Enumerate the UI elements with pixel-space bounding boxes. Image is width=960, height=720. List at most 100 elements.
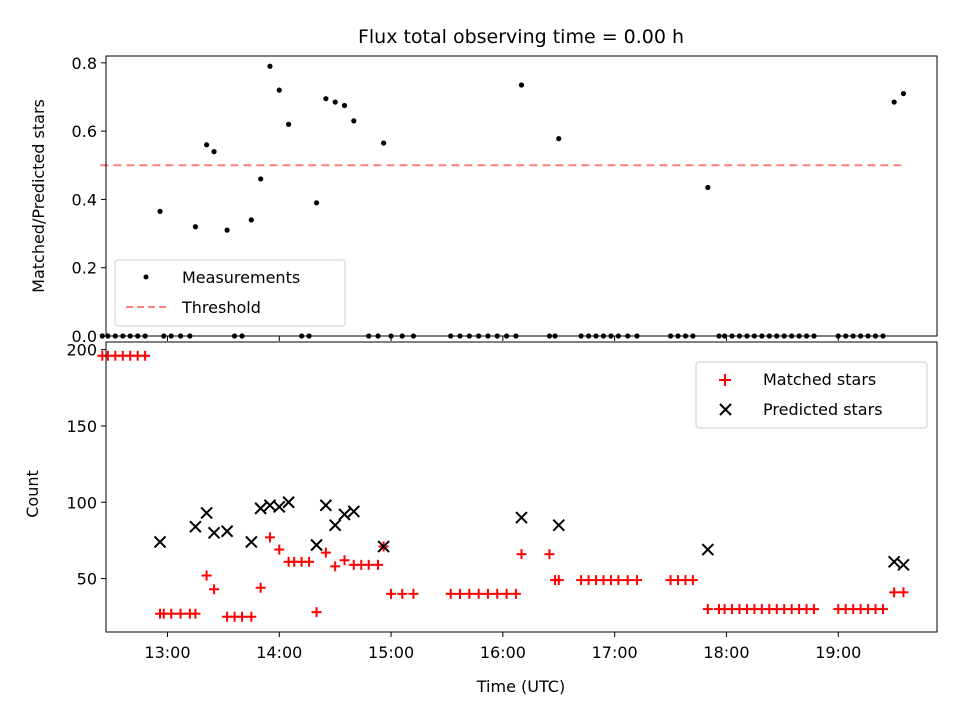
y-tick-label: 100 <box>66 493 97 512</box>
matched-star-point <box>339 555 350 566</box>
measurement-point <box>518 82 525 88</box>
measurement-point <box>267 63 273 69</box>
predicted-star-point <box>347 505 361 518</box>
matched-star-point <box>510 588 521 599</box>
matched-star-point <box>255 582 266 593</box>
x-tick-label: 19:00 <box>815 643 861 662</box>
y-tick-label: 0.6 <box>72 122 97 141</box>
measurement-point <box>285 121 292 127</box>
predicted-star-point <box>273 500 286 514</box>
predicted-star-point <box>245 535 258 549</box>
matched-star-point <box>330 561 341 572</box>
matched-star-point <box>201 570 212 581</box>
matched-star-point <box>473 588 484 599</box>
predicted-star-point <box>887 555 901 568</box>
x-tick-label: 16:00 <box>480 643 526 662</box>
y-tick-label: 200 <box>66 341 97 360</box>
legend-measurements-marker <box>143 274 149 280</box>
y-tick-label: 50 <box>77 570 97 589</box>
matched-star-point <box>320 547 331 558</box>
matched-star-point <box>166 608 177 619</box>
bottom-axes-frame <box>105 341 938 633</box>
matched-star-point <box>264 532 275 543</box>
measurement-point <box>192 224 199 230</box>
matched-star-point <box>501 588 512 599</box>
y-tick-label: 150 <box>66 417 97 436</box>
matched-star-point <box>889 587 900 598</box>
x-tick-label: 14:00 <box>256 643 302 662</box>
measurement-point <box>276 87 282 93</box>
matched-star-point <box>408 588 419 599</box>
bottom-y-axis-label: Count <box>23 470 42 518</box>
predicted-star-point <box>200 506 213 520</box>
bottom-data-marks <box>97 350 910 622</box>
predicted-star-point <box>897 558 910 572</box>
measurement-point <box>224 227 230 233</box>
matched-star-point <box>455 588 466 599</box>
measurement-point <box>204 142 210 148</box>
measurement-point <box>323 96 329 102</box>
matched-star-point <box>274 544 285 555</box>
predicted-star-point <box>220 525 234 538</box>
predicted-star-point <box>310 538 323 552</box>
measurement-point <box>258 176 264 182</box>
matched-star-point <box>613 575 624 586</box>
chart-title: Flux total observing time = 0.00 h <box>358 26 684 48</box>
top-y-ticks: 0.0 0.2 0.4 0.6 0.8 <box>72 54 106 346</box>
predicted-star-point <box>328 518 342 532</box>
x-tick-label: 15:00 <box>368 643 414 662</box>
matched-star-point <box>175 608 186 619</box>
top-panel: Flux total observing time = 0.00 h 0.00.… <box>29 26 938 346</box>
matched-star-point <box>464 588 475 599</box>
predicted-star-point <box>515 511 528 524</box>
bottom-x-axis-label: Time (UTC) <box>476 677 565 696</box>
matched-star-point <box>898 587 909 598</box>
legend-predicted-label: Predicted stars <box>763 400 883 419</box>
legend-matched-marker <box>719 374 731 386</box>
matched-star-point <box>492 588 503 599</box>
predicted-star-point <box>552 518 565 532</box>
matched-star-point <box>553 575 564 586</box>
x-tick-label: 17:00 <box>592 643 638 662</box>
matched-star-point <box>237 611 248 622</box>
top-y-axis-label: Matched/Predicted stars <box>29 99 48 293</box>
y-tick-label: 0.8 <box>72 54 97 73</box>
legend-measurements-label: Measurements <box>182 268 300 287</box>
measurement-point <box>313 200 320 206</box>
y-tick-label: 0.0 <box>72 327 97 346</box>
measurement-point <box>900 90 907 97</box>
measurement-point <box>211 149 217 155</box>
top-axes-frame <box>105 55 938 337</box>
predicted-star-point <box>338 508 351 521</box>
bottom-y-ticks: 50 100 150 200 <box>66 341 106 589</box>
legend-threshold-label: Threshold <box>181 298 261 317</box>
measurement-point <box>157 208 163 214</box>
matched-star-point <box>246 611 257 622</box>
matched-star-point <box>687 575 698 586</box>
matched-star-point <box>304 556 315 567</box>
matched-star-point <box>445 588 456 599</box>
legend-matched-label: Matched stars <box>763 370 876 389</box>
measurement-point <box>332 99 338 105</box>
matched-star-point <box>386 588 397 599</box>
matched-star-point <box>190 608 201 619</box>
top-legend: Measurements Threshold <box>114 259 346 327</box>
predicted-star-point <box>207 526 221 539</box>
bottom-panel: 13:00 14:00 15:00 16:00 17:00 18:00 19:00 50 10… <box>23 341 938 696</box>
matched-star-point <box>544 549 555 560</box>
matched-star-point <box>516 549 527 560</box>
measurement-point <box>381 140 387 146</box>
predicted-star-point <box>319 499 333 512</box>
y-tick-label: 0.4 <box>72 190 97 209</box>
predicted-star-point <box>377 540 390 553</box>
matched-star-point <box>140 350 151 361</box>
matched-star-point <box>209 584 220 595</box>
measurement-point <box>248 217 254 223</box>
bottom-legend-box <box>695 361 928 429</box>
predicted-star-point <box>701 543 715 556</box>
x-tick-label: 13:00 <box>144 643 190 662</box>
predicted-star-point <box>282 496 295 509</box>
y-tick-label: 0.2 <box>72 259 97 278</box>
bottom-legend: Matched stars Predicted stars <box>695 361 928 429</box>
matched-star-point <box>809 604 820 615</box>
